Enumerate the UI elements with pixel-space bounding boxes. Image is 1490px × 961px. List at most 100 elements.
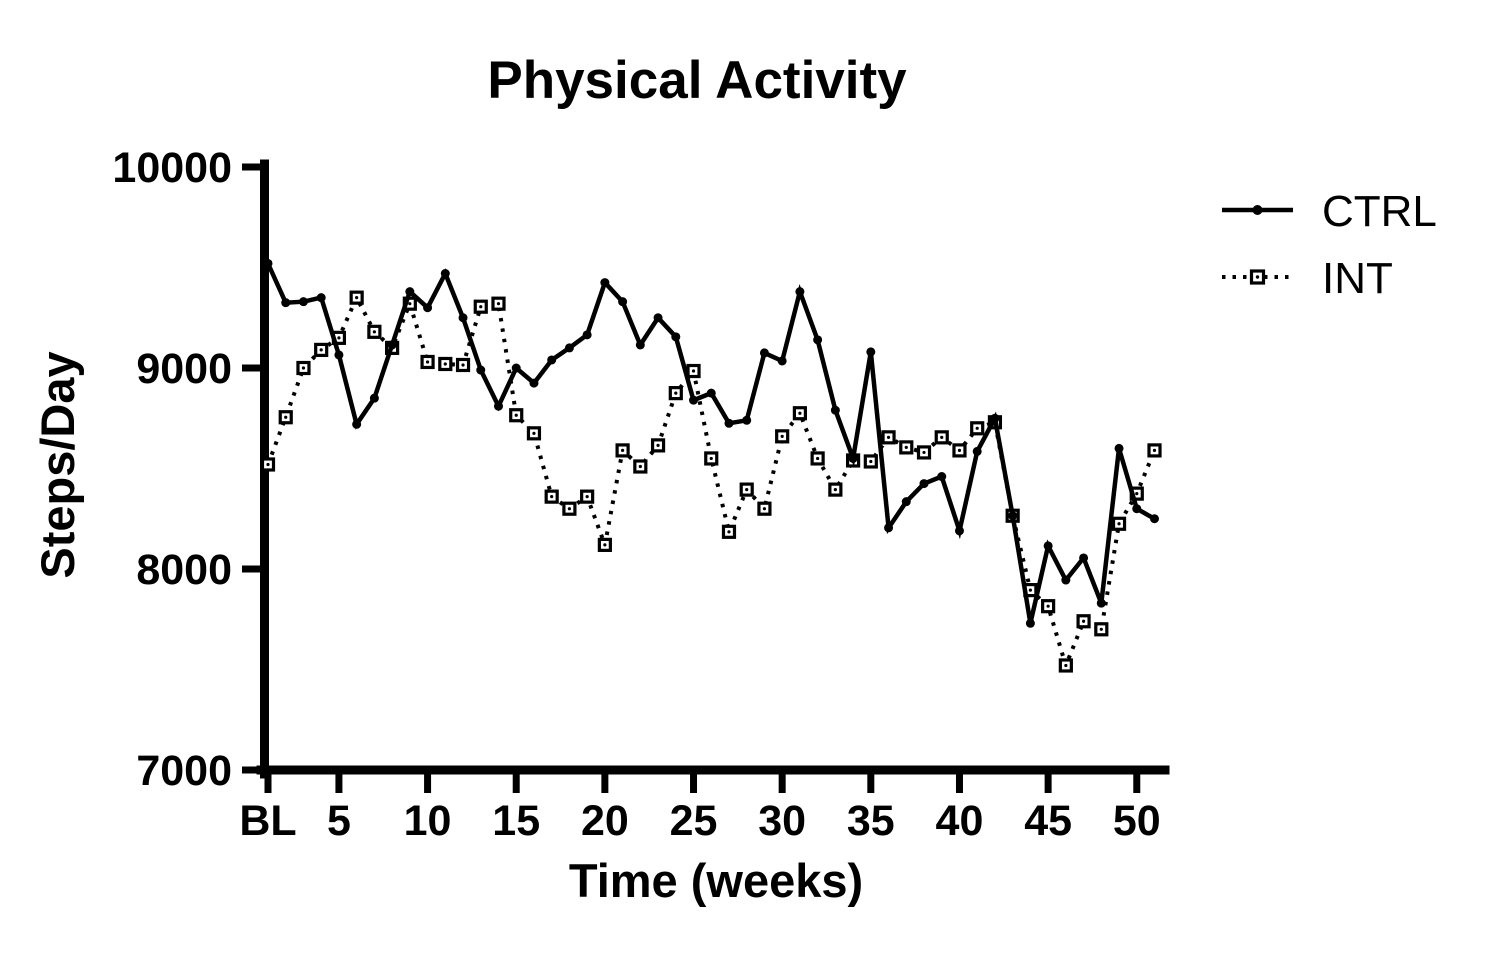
- x-tick-label: 40: [936, 797, 984, 845]
- ctrl-marker: [1079, 553, 1089, 563]
- int-marker-dot: [975, 426, 979, 430]
- ctrl-marker: [334, 350, 344, 360]
- int-marker-dot: [408, 302, 412, 306]
- int-marker-dot: [1028, 588, 1032, 592]
- x-tick-label: 20: [581, 797, 629, 845]
- series-layer: [260, 258, 1162, 673]
- ctrl-marker: [423, 303, 433, 313]
- y-tick-label: 7000: [136, 747, 232, 795]
- int-marker-dot: [1117, 522, 1121, 526]
- ctrl-marker: [671, 332, 681, 342]
- int-marker-dot: [780, 434, 784, 438]
- ctrl-marker: [653, 313, 663, 323]
- x-tick-label: BL: [239, 797, 296, 845]
- int-marker-dot: [479, 305, 483, 309]
- ctrl-marker: [618, 297, 628, 307]
- int-marker-dot: [940, 435, 944, 439]
- int-line: [266, 292, 1157, 672]
- ctrl-marker: [369, 393, 379, 403]
- ctrl-marker: [458, 313, 468, 323]
- y-tick-label: 8000: [136, 546, 232, 594]
- int-marker-dot: [1099, 627, 1103, 631]
- ctrl-marker: [990, 413, 1000, 423]
- ctrl-marker: [600, 278, 610, 288]
- ctrl-marker: [759, 348, 769, 358]
- int-marker-dot: [762, 507, 767, 511]
- ctrl-marker: [476, 365, 486, 375]
- ctrl-marker: [263, 258, 273, 268]
- int-marker-dot: [532, 431, 536, 435]
- ctrl-marker: [316, 293, 326, 303]
- int-marker-dot: [745, 488, 749, 492]
- x-tick-label: 15: [492, 797, 540, 845]
- x-tick-label: 25: [670, 797, 718, 845]
- x-tick-label: 45: [1024, 797, 1072, 845]
- int-marker-dot: [355, 296, 359, 300]
- x-axis-title: Time (weeks): [569, 854, 863, 907]
- int-marker-dot: [957, 448, 962, 453]
- int-marker-dot: [603, 543, 607, 547]
- y-axis-title: Steps/Day: [31, 351, 84, 578]
- x-tick-label: 30: [758, 797, 806, 845]
- ctrl-marker: [635, 340, 645, 350]
- ctrl-marker: [848, 453, 858, 463]
- ctrl-marker: [777, 356, 787, 366]
- int-marker-dot: [1081, 619, 1086, 623]
- ctrl-marker: [972, 446, 982, 456]
- legend-int-label: INT: [1322, 254, 1393, 303]
- int-marker-dot: [443, 362, 447, 366]
- ctrl-marker: [706, 388, 716, 398]
- y-tick-label: 9000: [136, 345, 232, 393]
- x-tick-label: 10: [404, 797, 452, 845]
- ctrl-marker: [919, 479, 929, 489]
- ctrl-marker: [564, 343, 574, 353]
- y-tick-label: 10000: [112, 144, 232, 192]
- int-marker-dot: [674, 391, 678, 395]
- ctrl-marker: [1061, 575, 1071, 585]
- ctrl-marker: [1150, 514, 1159, 524]
- ctrl-marker: [352, 419, 362, 429]
- int-marker-dot: [496, 302, 501, 306]
- ctrl-marker: [954, 526, 964, 536]
- int-marker-dot: [691, 369, 696, 373]
- ctrl-marker: [281, 298, 291, 308]
- ctrl-series: [263, 258, 1159, 628]
- legend: CTRL INT: [1222, 187, 1437, 303]
- ctrl-marker: [529, 378, 539, 388]
- ctrl-marker: [440, 269, 450, 279]
- int-marker-dot: [621, 448, 625, 453]
- ctrl-marker: [1114, 443, 1124, 453]
- ctrl-marker: [493, 401, 503, 411]
- y-axis-ticks: 10000 9000 8000 7000: [112, 144, 264, 795]
- ctrl-marker: [547, 355, 557, 365]
- int-marker-dot: [1152, 448, 1157, 453]
- ctrl-marker: [582, 330, 592, 340]
- int-marker-dot: [1064, 663, 1068, 668]
- ctrl-marker: [689, 395, 699, 405]
- ctrl-marker: [937, 472, 947, 482]
- int-marker-dot: [301, 366, 306, 370]
- ctrl-marker: [298, 297, 308, 307]
- int-marker-dot: [886, 435, 891, 439]
- int-marker-dot: [425, 360, 430, 364]
- int-marker-dot: [638, 464, 642, 469]
- ctrl-marker: [1025, 618, 1035, 628]
- ctrl-marker: [830, 405, 840, 415]
- int-marker-dot: [319, 348, 323, 352]
- int-marker-dot: [461, 363, 465, 367]
- int-marker-dot: [585, 495, 589, 499]
- ctrl-marker: [1008, 511, 1018, 521]
- int-marker-dot: [656, 443, 660, 447]
- ctrl-marker: [1043, 541, 1053, 551]
- ctrl-marker: [405, 287, 415, 297]
- int-marker-dot: [266, 462, 270, 467]
- int-marker-dot: [1046, 604, 1050, 608]
- x-tick-label: 5: [327, 797, 351, 845]
- ctrl-marker: [901, 497, 911, 507]
- x-tick-label: 35: [847, 797, 895, 845]
- ctrl-marker: [813, 335, 823, 345]
- ctrl-marker: [795, 287, 805, 297]
- int-marker-dot: [514, 413, 518, 417]
